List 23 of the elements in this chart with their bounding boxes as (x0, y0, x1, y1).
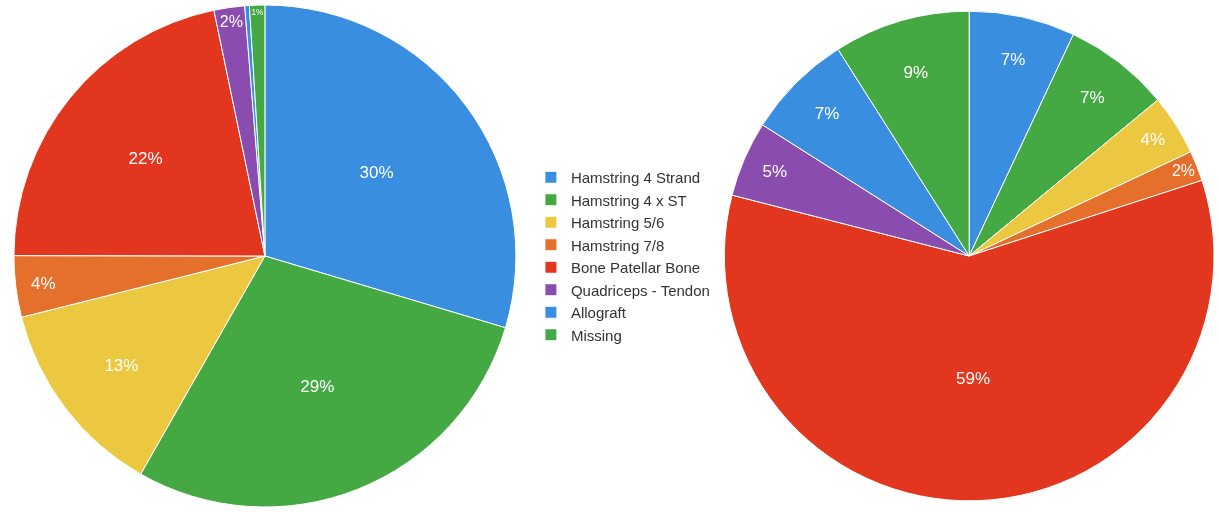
data-label: 1% (251, 8, 265, 18)
legend-label: Quadriceps - Tendon (570, 281, 710, 299)
data-label: 2% (1171, 162, 1195, 180)
data-label: 30% (359, 163, 394, 183)
legend-label: Bone Patellar Bone (570, 259, 701, 277)
data-label: 2% (219, 12, 243, 31)
legend-label: Hamstring 4 Strand (570, 169, 701, 187)
data-label: 4% (1140, 129, 1166, 149)
data-label: 29% (300, 377, 335, 397)
legend-label: Allograft (570, 304, 627, 322)
data-label: 7% (1080, 87, 1105, 107)
data-label: 7% (814, 104, 840, 124)
legend-label: Hamstring 5/6 (570, 214, 665, 232)
data-label: 22% (128, 149, 163, 169)
data-label: 7% (1000, 50, 1026, 70)
legend-label: Hamstring 4 x ST (570, 191, 687, 209)
legend-label: Hamstring 7/8 (570, 236, 665, 254)
data-label: 4% (30, 273, 56, 293)
data-label: 9% (903, 62, 929, 82)
data-label: 13% (104, 355, 139, 375)
data-label: 5% (762, 162, 788, 182)
data-label: 59% (956, 368, 991, 388)
legend-label: Missing (570, 326, 622, 344)
